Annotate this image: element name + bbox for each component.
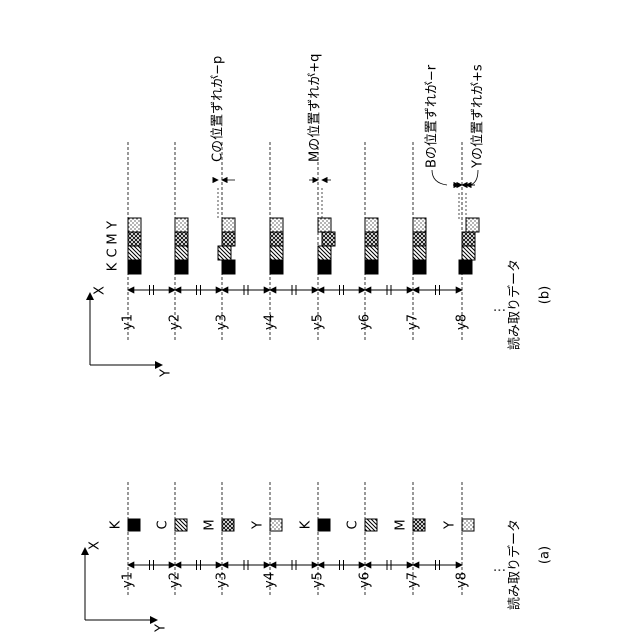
axis-label: X (88, 541, 103, 550)
axis-label: Y (159, 369, 174, 378)
color-patch (175, 246, 188, 260)
color-patch (222, 218, 235, 232)
color-patch (128, 246, 141, 260)
color-patch (270, 232, 283, 246)
color-label: Y (106, 221, 121, 230)
color-label: K (299, 520, 314, 529)
color-patch (218, 246, 231, 260)
color-patch (318, 519, 330, 531)
rotated-drawing: XYy1y2y3y4y5y6y7y8KCMYKCMY⋮読み取りデータ(a)XYy… (85, 54, 553, 633)
color-patch (175, 218, 188, 232)
offset-annotation: Bの位置ずれが−r (425, 64, 440, 168)
color-label: M (106, 233, 121, 244)
axis-label: X (93, 286, 108, 295)
color-patch (365, 218, 378, 232)
color-patch (222, 519, 234, 531)
panel-label: (b) (538, 286, 553, 304)
color-patch (318, 218, 331, 232)
panel-label: (a) (538, 546, 553, 564)
color-patch (413, 246, 426, 260)
color-patch (128, 260, 141, 274)
color-patch (459, 260, 472, 274)
color-patch (175, 232, 188, 246)
color-patch (222, 260, 235, 274)
color-label: C (156, 520, 171, 529)
color-patch (322, 232, 335, 246)
color-patch (413, 260, 426, 274)
color-patch (222, 232, 235, 246)
color-patch (462, 519, 474, 531)
color-patch (270, 246, 283, 260)
color-patch (318, 246, 331, 260)
color-patch (128, 232, 141, 246)
color-patch (128, 519, 140, 531)
color-patch (270, 218, 283, 232)
color-patch (175, 260, 188, 274)
caption: 読み取りデータ (507, 259, 523, 350)
color-patch (462, 232, 475, 246)
color-patch (365, 232, 378, 246)
color-label: K (106, 262, 121, 271)
color-patch (270, 260, 283, 274)
color-patch (466, 218, 479, 232)
leader-line (470, 170, 478, 185)
offset-annotation: Yの位置ずれが+s (471, 64, 486, 169)
color-label: M (394, 519, 409, 530)
axis-label: Y (154, 624, 169, 633)
color-patch (413, 218, 426, 232)
color-patch (413, 232, 426, 246)
color-patch (365, 260, 378, 274)
ellipsis: ⋮ (493, 304, 508, 317)
color-patch (462, 246, 475, 260)
color-label: Y (443, 521, 458, 530)
color-patch (365, 519, 377, 531)
color-label: C (346, 520, 361, 529)
color-label: M (203, 519, 218, 530)
offset-annotation: Mの位置ずれが+q (308, 54, 323, 162)
ellipsis: ⋮ (493, 564, 508, 577)
diagram: XYy1y2y3y4y5y6y7y8KCMYKCMY⋮読み取りデータ(a)XYy… (0, 0, 640, 640)
color-patch (128, 218, 141, 232)
color-label: K (109, 520, 124, 529)
color-label: Y (251, 521, 266, 530)
color-patch (318, 260, 331, 274)
color-patch (413, 519, 425, 531)
leader-line (432, 170, 447, 185)
color-patch (270, 519, 282, 531)
color-patch (175, 519, 187, 531)
color-patch (365, 246, 378, 260)
caption: 読み取りデータ (507, 519, 523, 610)
color-label: C (106, 248, 121, 257)
offset-annotation: Cの位置ずれが−p (211, 56, 226, 162)
